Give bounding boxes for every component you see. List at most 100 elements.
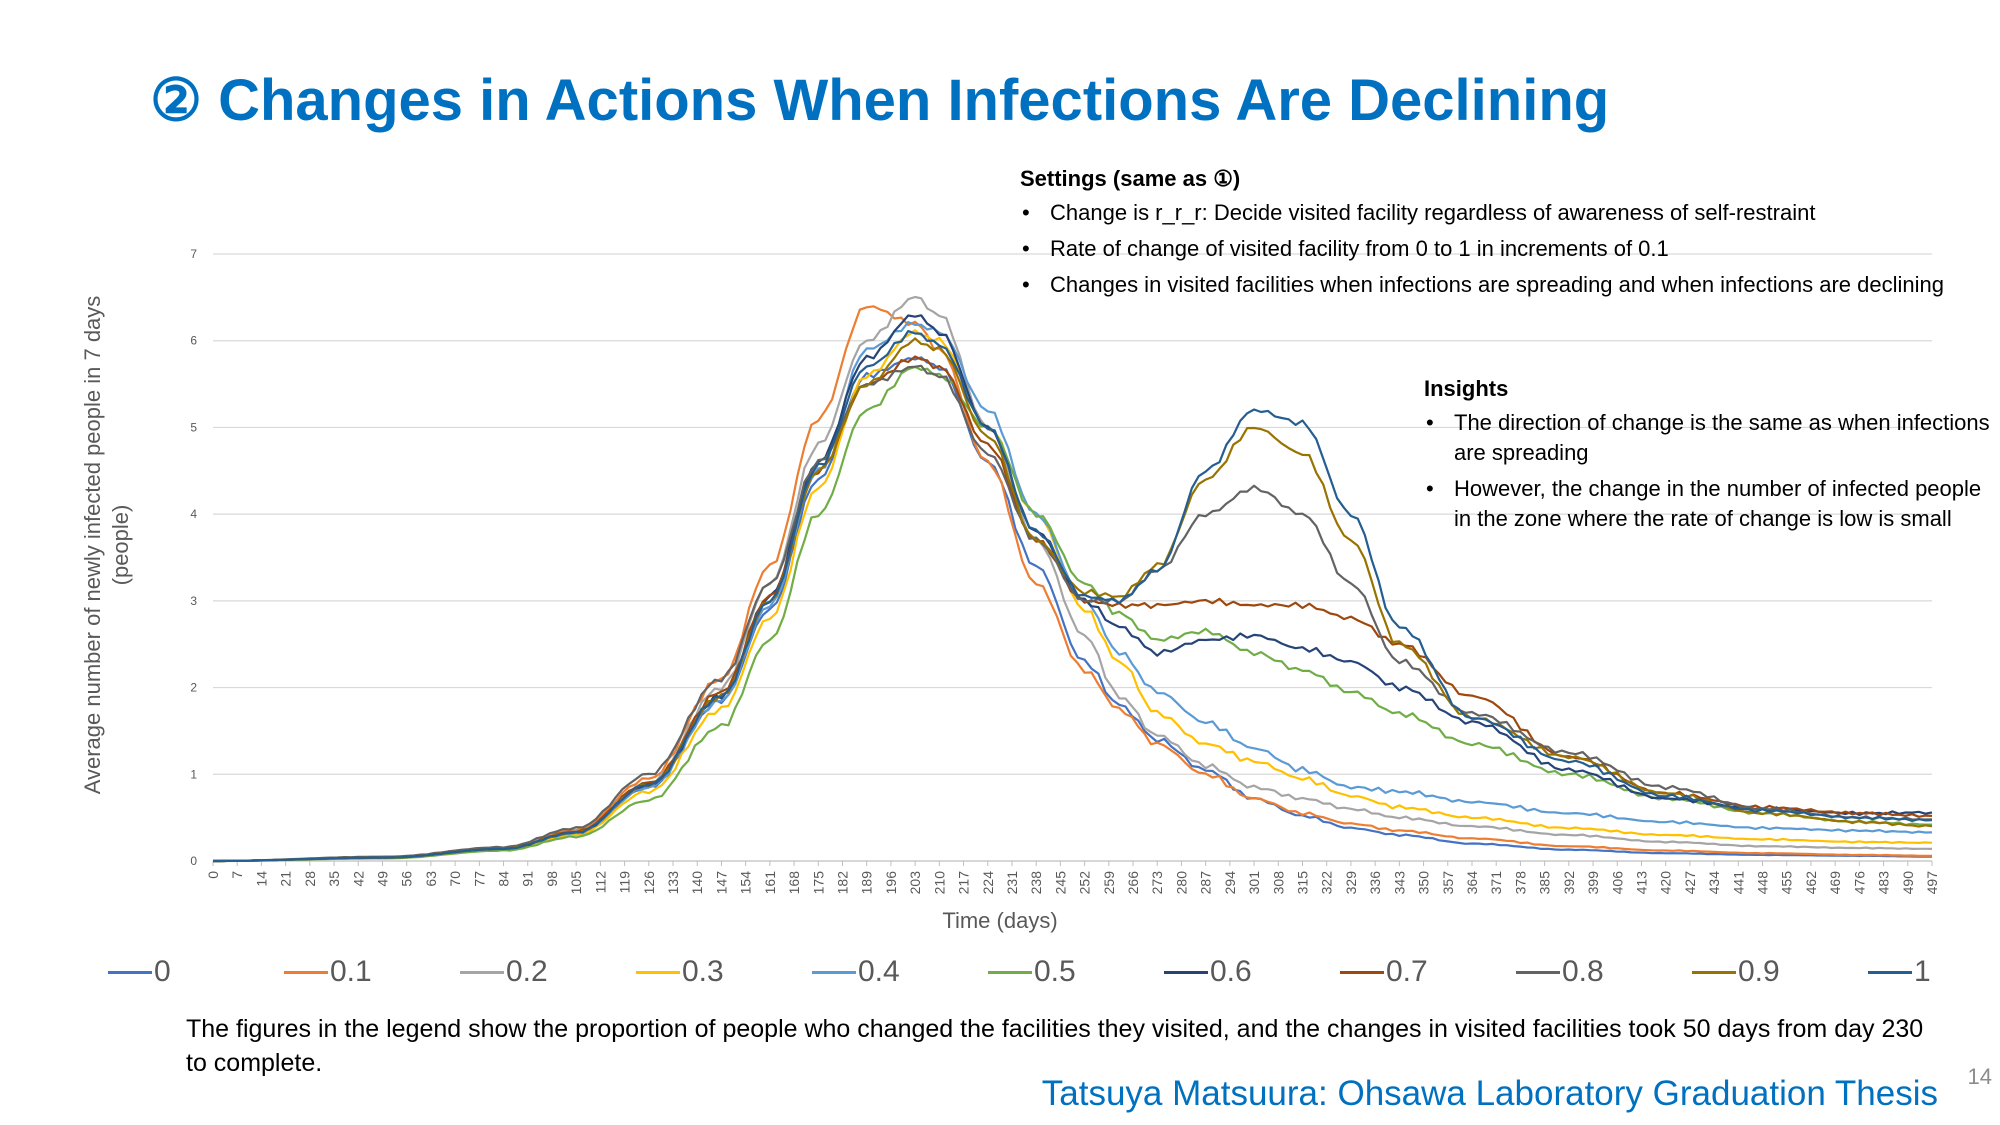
legend-swatch [1164, 971, 1208, 974]
x-tick-label: 266 [1125, 871, 1141, 895]
x-tick-label: 413 [1633, 871, 1649, 895]
legend-item-0.9: 0.9 [1692, 952, 1780, 992]
x-tick-label: 49 [374, 871, 390, 887]
x-tick-label: 224 [980, 871, 996, 895]
x-tick-label: 280 [1173, 871, 1189, 895]
x-tick-label: 63 [423, 871, 439, 887]
y-tick-label: 3 [190, 594, 197, 608]
x-tick-label: 287 [1198, 871, 1214, 895]
x-tick-label: 112 [592, 871, 608, 894]
x-tick-label: 21 [278, 871, 294, 887]
settings-box: Settings (same as ①) Change is r_r_r: De… [1020, 164, 1980, 306]
x-tick-label: 133 [665, 871, 681, 895]
x-tick-label: 161 [762, 871, 778, 895]
x-tick-label: 301 [1246, 871, 1262, 895]
x-tick-label: 378 [1512, 871, 1528, 895]
y-tick-label: 4 [190, 507, 197, 521]
legend-swatch [636, 971, 680, 974]
x-tick-label: 7 [229, 871, 245, 879]
x-tick-label: 420 [1658, 871, 1674, 895]
legend-item-0.4: 0.4 [812, 952, 900, 992]
x-tick-label: 343 [1391, 871, 1407, 895]
x-tick-label: 385 [1537, 871, 1553, 895]
x-tick-label: 497 [1924, 871, 1940, 895]
legend-label: 0.1 [330, 955, 372, 989]
x-tick-label: 154 [738, 871, 754, 895]
legend-item-0.8: 0.8 [1516, 952, 1604, 992]
legend-label: 0.2 [506, 955, 548, 989]
legend-note: The figures in the legend show the propo… [186, 1012, 1926, 1080]
chart-legend: 0 0.1 0.2 0.3 0.4 0.5 0.6 0.7 0.8 0.9 1 [108, 952, 1988, 992]
legend-swatch [812, 971, 856, 974]
y-tick-label: 2 [190, 681, 197, 695]
x-tick-label: 371 [1488, 871, 1504, 895]
x-tick-label: 273 [1149, 871, 1165, 895]
x-tick-label: 399 [1585, 871, 1601, 895]
x-tick-label: 245 [1052, 871, 1068, 895]
legend-swatch [284, 971, 328, 974]
x-tick-label: 182 [834, 871, 850, 895]
legend-label: 0.8 [1562, 955, 1604, 989]
legend-swatch [1516, 971, 1560, 974]
legend-label: 0 [154, 955, 171, 989]
x-tick-label: 329 [1343, 871, 1359, 895]
legend-item-0.7: 0.7 [1340, 952, 1428, 992]
legend-swatch [1340, 971, 1384, 974]
y-tick-label: 7 [190, 247, 197, 261]
legend-item-0.2: 0.2 [460, 952, 548, 992]
legend-item-0.6: 0.6 [1164, 952, 1252, 992]
author-credit: Tatsuya Matsuura: Ohsawa Laboratory Grad… [1042, 1074, 1938, 1114]
insights-item: The direction of change is the same as w… [1424, 408, 1994, 468]
legend-swatch [1692, 971, 1736, 974]
x-tick-label: 406 [1609, 871, 1625, 895]
x-tick-label: 14 [253, 871, 269, 887]
x-tick-label: 238 [1028, 871, 1044, 895]
legend-swatch [108, 971, 152, 974]
x-tick-label: 308 [1270, 871, 1286, 895]
legend-item-0.5: 0.5 [988, 952, 1076, 992]
x-tick-label: 56 [399, 871, 415, 887]
insights-heading: Insights [1424, 374, 1994, 404]
x-tick-label: 28 [302, 871, 318, 887]
x-tick-label: 210 [931, 871, 947, 895]
y-tick-label: 1 [190, 767, 197, 781]
legend-swatch [460, 971, 504, 974]
legend-swatch [988, 971, 1032, 974]
x-tick-label: 175 [810, 871, 826, 895]
x-tick-label: 350 [1416, 871, 1432, 895]
x-tick-label: 294 [1222, 871, 1238, 895]
x-tick-label: 119 [617, 871, 633, 894]
x-axis-label: Time (days) [942, 908, 1057, 933]
insights-list: The direction of change is the same as w… [1424, 408, 1994, 534]
settings-item: Rate of change of visited facility from … [1020, 234, 1980, 264]
grid-lines [213, 254, 1932, 861]
y-tick-labels: 0 1 2 3 4 5 6 7 [190, 247, 197, 868]
y-tick-label: 5 [190, 420, 197, 434]
x-tick-label: 203 [907, 871, 923, 895]
insights-item: However, the change in the number of inf… [1424, 474, 1994, 534]
x-tick-label: 434 [1706, 871, 1722, 895]
x-tick-label: 42 [350, 871, 366, 887]
x-tick-label: 364 [1464, 871, 1480, 895]
x-tick-label: 427 [1682, 871, 1698, 895]
legend-item-0.1: 0.1 [284, 952, 372, 992]
x-tick-label: 196 [883, 871, 899, 895]
x-tick-label: 476 [1851, 871, 1867, 895]
settings-list: Change is r_r_r: Decide visited facility… [1020, 198, 1980, 300]
legend-label: 0.5 [1034, 955, 1076, 989]
settings-heading: Settings (same as ①) [1020, 164, 1980, 194]
legend-label: 0.9 [1738, 955, 1780, 989]
x-tick-label: 448 [1755, 871, 1771, 895]
legend-label: 0.3 [682, 955, 724, 989]
x-tick-label: 189 [859, 871, 875, 895]
x-tick-label: 392 [1561, 871, 1577, 895]
y-tick-label: 6 [190, 334, 197, 348]
x-tick-label: 490 [1900, 871, 1916, 895]
x-tick-label: 126 [641, 871, 657, 895]
x-tick-label: 140 [689, 871, 705, 895]
x-tick-label: 469 [1827, 871, 1843, 895]
legend-swatch [1868, 971, 1912, 974]
x-tick-label: 455 [1779, 871, 1795, 895]
settings-item: Change is r_r_r: Decide visited facility… [1020, 198, 1980, 228]
x-tick-label: 483 [1876, 871, 1892, 895]
